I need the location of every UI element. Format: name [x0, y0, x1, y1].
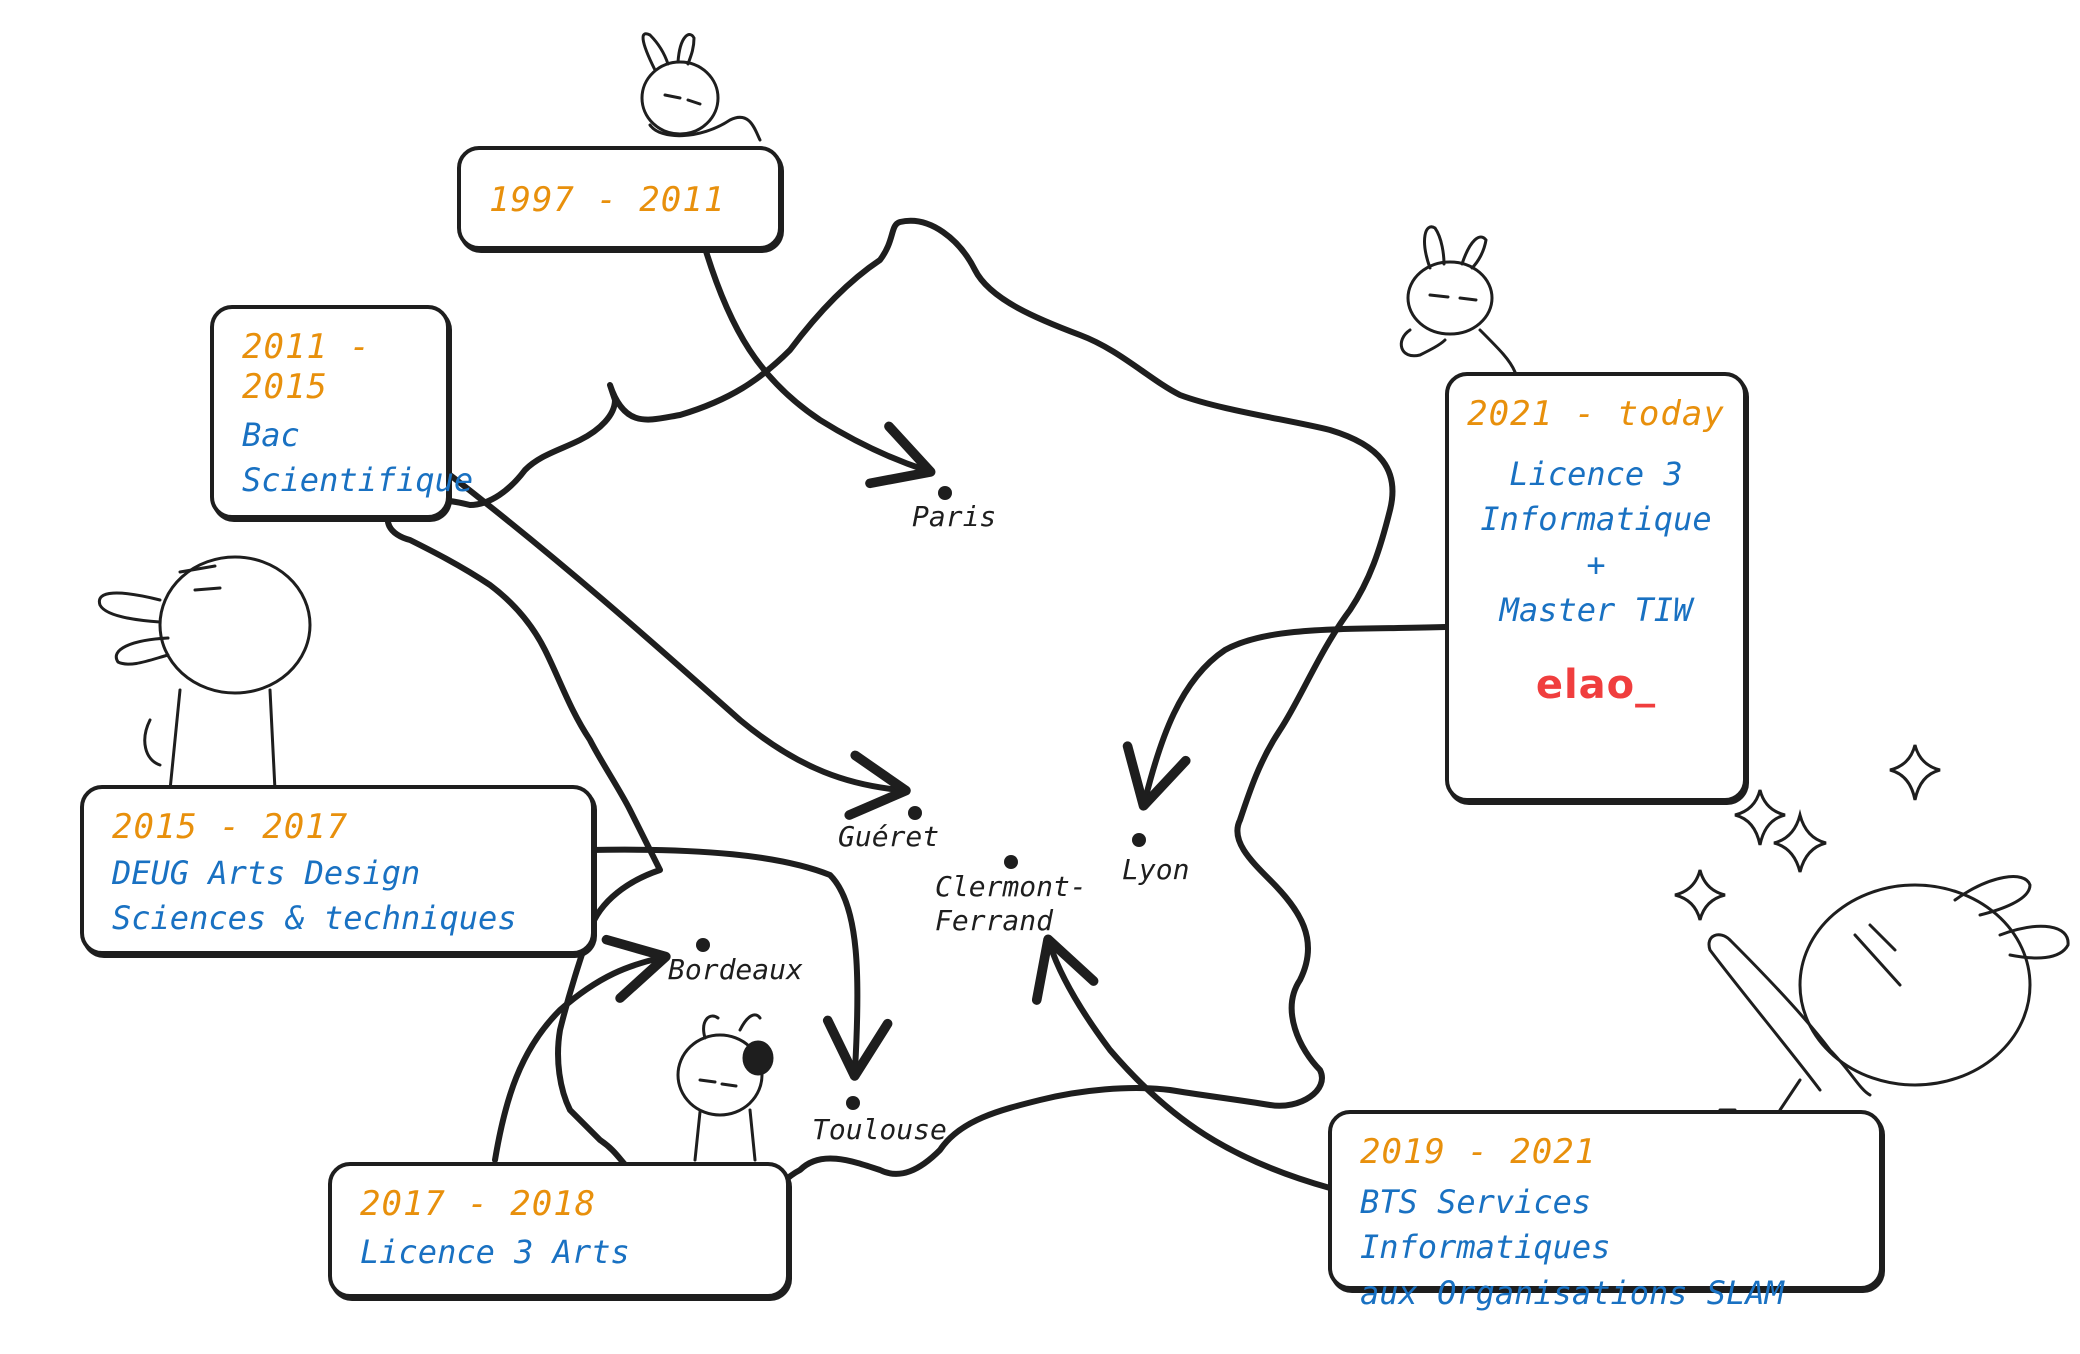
timeline-box-2015: 2015 - 2017 DEUG Arts Design Sciences & …: [80, 785, 595, 955]
doodle-character-right-top: [1399, 225, 1517, 374]
arrow-2015-toulouse: [587, 846, 893, 1081]
arrow-2021-lyon: [1122, 624, 1448, 811]
arrow-2019-clermont: [1031, 934, 1333, 1191]
arrow-1997-paris: [702, 245, 936, 489]
city-label-toulouse: Toulouse: [812, 1113, 947, 1146]
description-line: Sciences & techniques: [112, 899, 517, 938]
doodle-character-top: [640, 32, 762, 142]
year-label: 2021 - today: [1467, 394, 1725, 434]
city-dot-paris: [938, 486, 952, 500]
sparkle-icons: [1674, 744, 1941, 921]
city-label-clermont: Clermont- Ferrand: [935, 870, 1087, 937]
elao-logo: elao_: [1535, 661, 1657, 708]
city-dot-toulouse: [846, 1096, 860, 1110]
france-outline: [384, 217, 1396, 1216]
city-dot-lyon: [1132, 833, 1146, 847]
arrow-2017-bordeaux: [492, 934, 671, 1163]
description-line: BTS Services Informatiques: [1360, 1183, 1611, 1267]
timeline-box-1997: 1997 - 2011: [457, 146, 782, 250]
city-label-lyon: Lyon: [1122, 853, 1190, 886]
doodle-character-right-bottom: [1707, 875, 2070, 1112]
description-line: Master TIW: [1499, 591, 1693, 630]
description-line: Licence 3 Arts: [360, 1233, 630, 1271]
city-dot-gueret: [908, 806, 922, 820]
city-dot-clermont: [1004, 855, 1018, 869]
arrow-2011-gueret: [447, 472, 911, 820]
city-label-gueret: Guéret: [838, 820, 940, 853]
year-label: 2015 - 2017: [112, 807, 349, 847]
description-line: DEUG Arts Design: [112, 854, 421, 892]
timeline-box-2017: 2017 - 2018 Licence 3 Arts: [328, 1162, 790, 1298]
description-line: Bac: [242, 416, 300, 454]
timeline-box-2021: 2021 - today Licence 3 Informatique + Ma…: [1445, 372, 1747, 802]
city-label-clermont-line1: Clermont-: [935, 870, 1087, 903]
year-label: 1997 - 2011: [489, 180, 726, 220]
description-line: Scientifique: [242, 461, 474, 500]
city-label-clermont-line2: Ferrand: [935, 903, 1054, 937]
doodle-character-bottom: [676, 1013, 774, 1162]
city-label-paris: Paris: [912, 500, 997, 533]
city-label-bordeaux: Bordeaux: [668, 953, 803, 986]
year-label: 2011 - 2015: [242, 327, 371, 407]
year-label: 2017 - 2018: [360, 1184, 597, 1224]
timeline-box-2011: 2011 - 2015 Bac Scientifique: [210, 305, 474, 519]
description-line: +: [1586, 545, 1606, 584]
city-dot-bordeaux: [696, 938, 710, 952]
description-line: Informatique: [1480, 500, 1712, 539]
description-line: Licence 3: [1509, 455, 1683, 493]
description-line: aux Organisations SLAM: [1360, 1273, 1784, 1312]
year-label: 2019 - 2021: [1360, 1132, 1597, 1172]
doodle-character-left: [97, 555, 312, 792]
timeline-box-2019: 2019 - 2021 BTS Services Informatiques a…: [1328, 1110, 1883, 1312]
city-dots: [696, 486, 1146, 1110]
